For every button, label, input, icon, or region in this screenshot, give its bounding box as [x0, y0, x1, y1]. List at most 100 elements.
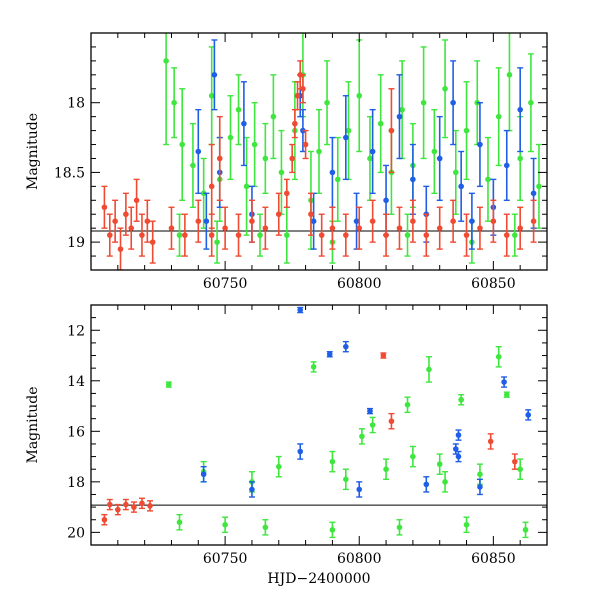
data-point	[128, 225, 135, 231]
data-point	[396, 225, 403, 231]
data-point	[168, 225, 175, 231]
data-point	[165, 381, 172, 388]
data-point	[463, 521, 470, 528]
data-point	[380, 352, 387, 359]
data-point	[214, 239, 220, 245]
data-point	[227, 134, 234, 141]
data-point	[297, 448, 304, 455]
data-point	[377, 120, 384, 127]
data-point	[211, 72, 218, 78]
data-point	[410, 453, 416, 460]
data-point	[329, 458, 336, 465]
data-point	[235, 232, 242, 238]
data-point	[106, 232, 113, 238]
data-point	[490, 218, 497, 225]
data-point	[284, 190, 290, 197]
data-point	[171, 99, 177, 106]
data-point	[262, 225, 269, 231]
y-tick-label: 14	[67, 374, 85, 390]
data-point	[112, 218, 118, 225]
y-tick-label: 18.5	[54, 165, 85, 181]
data-point	[469, 218, 475, 225]
data-point	[190, 162, 196, 169]
y-tick-label: 18	[67, 475, 85, 491]
data-point	[506, 72, 513, 78]
data-point	[324, 99, 330, 106]
data-point	[262, 155, 269, 162]
data-point	[477, 471, 483, 478]
data-point	[222, 521, 228, 528]
data-point	[477, 484, 483, 490]
data-point	[149, 239, 156, 245]
data-point	[453, 446, 459, 452]
data-point	[275, 211, 282, 218]
data-point	[117, 246, 124, 252]
y-tick-label: 19	[67, 235, 85, 251]
data-point	[503, 232, 510, 238]
data-point	[436, 155, 443, 162]
data-point	[176, 519, 183, 526]
x-axis-title: HJD−2400000	[267, 571, 370, 587]
data-point	[302, 141, 309, 148]
data-point	[115, 506, 121, 513]
data-point	[329, 169, 336, 176]
data-point	[530, 190, 537, 197]
data-point	[426, 366, 432, 373]
data-point	[463, 127, 470, 134]
data-point	[241, 120, 247, 127]
data-point	[404, 401, 411, 408]
data-point	[292, 120, 298, 127]
data-point	[101, 516, 108, 523]
data-point	[455, 432, 462, 438]
data-point	[404, 232, 411, 238]
data-point	[423, 232, 430, 238]
data-point	[334, 176, 341, 183]
data-point	[517, 225, 523, 231]
data-point	[249, 218, 255, 225]
data-point	[356, 92, 363, 99]
data-point	[123, 501, 129, 508]
data-point	[396, 524, 403, 531]
data-point	[369, 148, 376, 155]
data-point	[270, 113, 277, 120]
data-point	[179, 141, 185, 148]
data-point	[284, 232, 290, 238]
data-point	[343, 134, 349, 141]
y-tick-label: 20	[67, 525, 85, 541]
data-point	[139, 500, 145, 507]
data-point	[144, 218, 151, 225]
x-tick-label: 60750	[203, 551, 248, 567]
data-point	[396, 113, 403, 120]
data-point	[423, 481, 430, 488]
y-tick-label: 12	[67, 323, 85, 339]
data-point	[463, 232, 470, 238]
x-tick-label: 60750	[203, 276, 248, 292]
data-point	[477, 141, 483, 148]
data-point	[458, 396, 464, 403]
data-point	[383, 466, 389, 473]
data-point	[329, 527, 336, 533]
data-point	[369, 218, 376, 225]
series-red	[101, 352, 518, 526]
data-point	[243, 183, 250, 190]
data-point	[517, 106, 523, 113]
data-point	[203, 218, 210, 225]
data-point	[487, 438, 494, 445]
y-tick-label: 16	[67, 424, 85, 440]
data-point	[528, 99, 534, 106]
data-point	[436, 225, 443, 231]
y-tick-label: 18	[67, 96, 85, 112]
data-point	[517, 155, 523, 162]
data-point	[329, 225, 336, 231]
data-point	[383, 232, 389, 238]
data-point	[318, 232, 325, 238]
x-tick-label: 60850	[471, 276, 516, 292]
data-point	[131, 504, 137, 510]
x-tick-label: 60800	[337, 551, 382, 567]
data-point	[525, 412, 532, 418]
data-point	[512, 458, 518, 465]
data-point	[388, 418, 395, 425]
data-point	[442, 85, 448, 92]
data-point	[251, 141, 258, 148]
